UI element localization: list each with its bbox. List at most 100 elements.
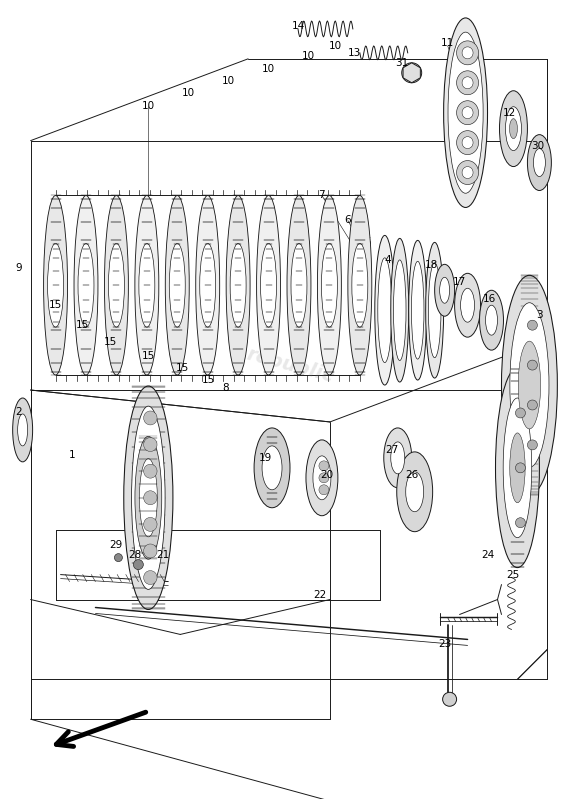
Polygon shape [403, 63, 420, 82]
Ellipse shape [480, 290, 503, 350]
Text: 7: 7 [318, 190, 325, 201]
Text: 20: 20 [320, 470, 334, 480]
Ellipse shape [406, 472, 424, 512]
Text: 10: 10 [181, 88, 195, 98]
Ellipse shape [425, 242, 444, 378]
Ellipse shape [13, 398, 32, 462]
Ellipse shape [509, 118, 517, 138]
Ellipse shape [440, 278, 450, 303]
Ellipse shape [457, 161, 479, 185]
Ellipse shape [352, 243, 368, 327]
Ellipse shape [518, 341, 540, 429]
Ellipse shape [74, 195, 98, 375]
Text: 15: 15 [142, 351, 155, 361]
Ellipse shape [444, 18, 487, 207]
Ellipse shape [134, 560, 143, 570]
Ellipse shape [114, 554, 123, 562]
Text: 10: 10 [142, 101, 155, 110]
Ellipse shape [257, 195, 280, 375]
Text: 3: 3 [536, 310, 543, 320]
Text: 25: 25 [506, 570, 519, 579]
Text: 14: 14 [291, 21, 305, 31]
Ellipse shape [409, 240, 427, 380]
Text: 24: 24 [481, 550, 494, 560]
Ellipse shape [457, 70, 479, 94]
Ellipse shape [528, 360, 538, 370]
Ellipse shape [506, 106, 521, 150]
Ellipse shape [499, 90, 528, 166]
Ellipse shape [375, 235, 395, 385]
Text: 2: 2 [16, 407, 22, 417]
Text: 21: 21 [157, 550, 170, 560]
Text: 15: 15 [49, 300, 62, 310]
Text: 26: 26 [405, 470, 418, 480]
Ellipse shape [306, 440, 338, 516]
Text: 30: 30 [531, 141, 544, 150]
Text: 28: 28 [129, 550, 142, 560]
Ellipse shape [143, 518, 157, 531]
Text: 4: 4 [384, 255, 391, 266]
Ellipse shape [78, 243, 94, 327]
Ellipse shape [503, 398, 532, 538]
Ellipse shape [528, 440, 538, 450]
Ellipse shape [321, 243, 338, 327]
Ellipse shape [47, 243, 64, 327]
Ellipse shape [287, 195, 311, 375]
Ellipse shape [412, 262, 424, 359]
Ellipse shape [132, 406, 165, 590]
Ellipse shape [378, 258, 392, 362]
Ellipse shape [528, 400, 538, 410]
Text: 6: 6 [344, 215, 351, 226]
Ellipse shape [109, 243, 124, 327]
Text: 15: 15 [176, 363, 189, 373]
Text: 10: 10 [261, 64, 275, 74]
Ellipse shape [254, 428, 290, 508]
Ellipse shape [516, 518, 525, 528]
Ellipse shape [319, 473, 329, 483]
Text: 27: 27 [385, 445, 398, 455]
Ellipse shape [486, 306, 498, 335]
Ellipse shape [528, 134, 551, 190]
Text: 18: 18 [425, 260, 438, 270]
Ellipse shape [319, 461, 329, 471]
Ellipse shape [143, 570, 157, 585]
Ellipse shape [165, 195, 189, 375]
Ellipse shape [397, 452, 433, 532]
Ellipse shape [461, 288, 475, 322]
Ellipse shape [455, 274, 480, 337]
Ellipse shape [435, 264, 455, 316]
Text: 9: 9 [16, 263, 22, 274]
Ellipse shape [143, 438, 157, 451]
Ellipse shape [317, 195, 342, 375]
Ellipse shape [457, 101, 479, 125]
Text: 31: 31 [395, 58, 408, 68]
Text: 29: 29 [109, 540, 122, 550]
Ellipse shape [462, 106, 473, 118]
Ellipse shape [143, 464, 157, 478]
Ellipse shape [139, 243, 155, 327]
Text: republic: republic [244, 344, 336, 386]
Ellipse shape [516, 463, 525, 473]
Text: 15: 15 [104, 337, 117, 347]
Ellipse shape [143, 411, 157, 425]
Ellipse shape [143, 544, 157, 558]
Text: 8: 8 [222, 383, 228, 393]
Ellipse shape [348, 195, 372, 375]
Ellipse shape [510, 302, 549, 467]
Text: 23: 23 [438, 639, 451, 650]
Ellipse shape [135, 436, 162, 559]
Text: 15: 15 [202, 375, 215, 385]
Ellipse shape [291, 243, 307, 327]
Ellipse shape [196, 195, 220, 375]
Text: 15: 15 [76, 320, 89, 330]
Ellipse shape [495, 368, 539, 567]
Ellipse shape [43, 195, 68, 375]
Ellipse shape [462, 47, 473, 59]
Ellipse shape [528, 320, 538, 330]
Ellipse shape [226, 195, 250, 375]
Text: 1: 1 [69, 450, 76, 460]
Ellipse shape [18, 414, 28, 446]
Text: 22: 22 [313, 590, 327, 599]
Text: 11: 11 [441, 38, 454, 48]
Text: 10: 10 [328, 41, 342, 51]
